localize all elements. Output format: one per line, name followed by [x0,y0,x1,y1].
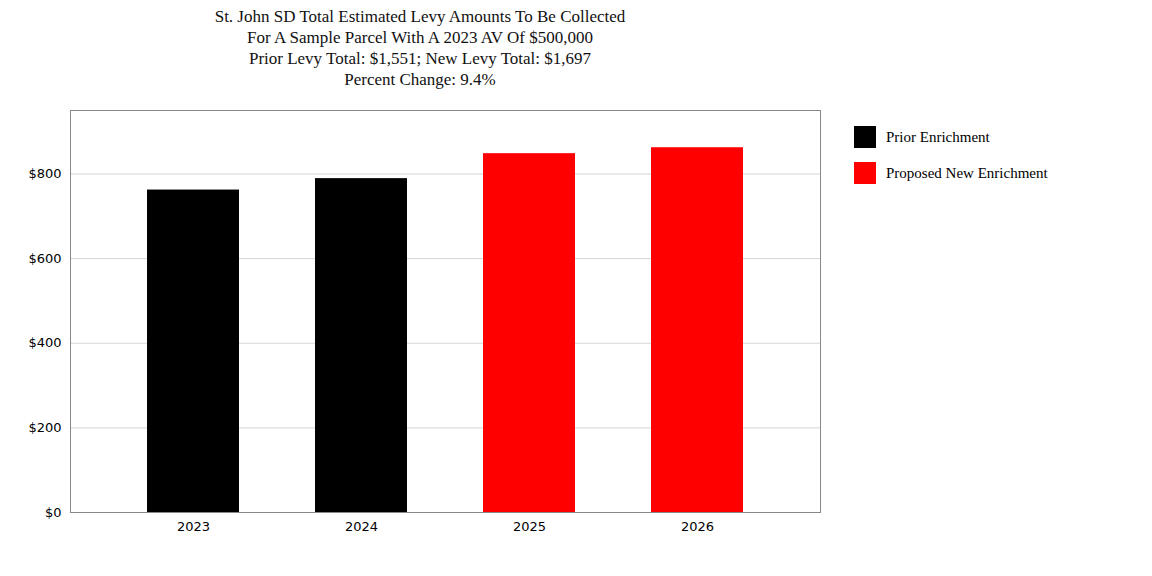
svg-text:2023: 2023 [177,519,210,534]
svg-text:2026: 2026 [681,519,714,534]
svg-text:2024: 2024 [345,519,378,534]
html-text:Prior Enrichment: Prior Enrichment [886,128,990,145]
svg-text:$800: $800 [28,166,61,181]
html-text:St. John SD Total Estimated Le: St. John SD Total Estimated Levy Amounts… [214,7,626,89]
svg-text:2025: 2025 [513,519,546,534]
svg-text:$200: $200 [28,420,61,435]
svg-text:$0: $0 [45,505,62,520]
html-text:Proposed New Enrichment: Proposed New Enrichment [886,164,1048,181]
svg-text:$600: $600 [28,251,61,266]
svg-text:$400: $400 [28,335,61,350]
